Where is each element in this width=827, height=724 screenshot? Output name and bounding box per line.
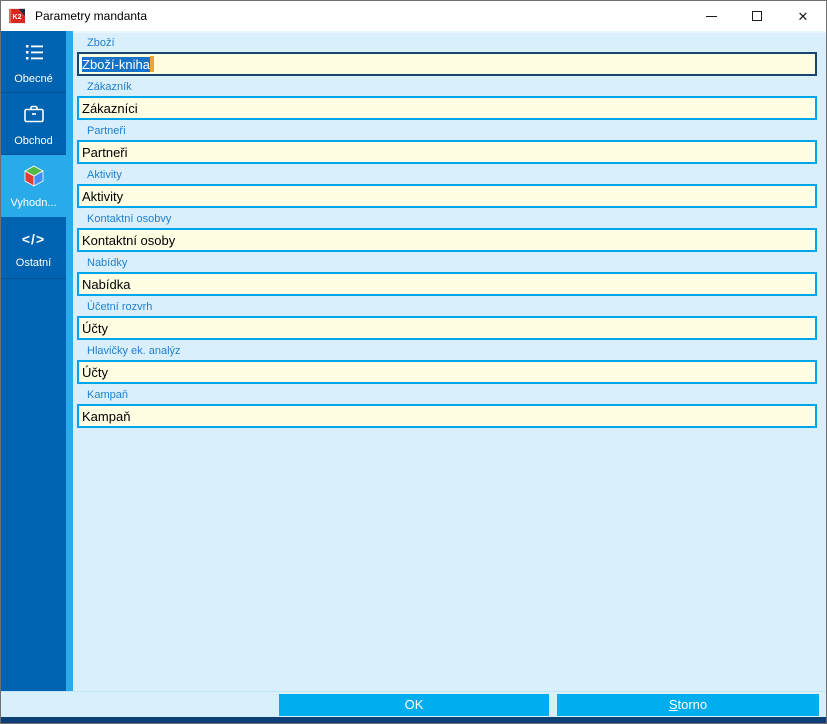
cube-icon <box>21 163 47 192</box>
code-icon: </> <box>21 231 46 247</box>
briefcase-icon <box>21 101 47 130</box>
sidebar: Obecné Obchod Vyhodn... </> Ostatní <box>1 31 66 691</box>
selected-tab-accent-strip <box>66 31 73 691</box>
field-label-zbo: Zboží <box>87 37 115 49</box>
close-button[interactable]: ✕ <box>780 1 826 31</box>
field-input-etn-rozvrh[interactable] <box>77 316 817 340</box>
window-title: Parametry mandanta <box>35 9 148 23</box>
field-group-nab-dky: Nabídky <box>73 257 826 296</box>
field-input-kampa[interactable] <box>77 404 817 428</box>
field-label-nab-dky: Nabídky <box>87 257 128 269</box>
field-group-z-kazn-k: Zákazník <box>73 81 826 120</box>
field-input-kontaktn-osobvy[interactable] <box>77 228 817 252</box>
sidebar-item-ostatn[interactable]: </> Ostatní <box>1 217 66 279</box>
bottom-accent-strip <box>1 717 826 723</box>
window-controls: ✕ <box>688 1 826 31</box>
field-input-aktivity[interactable] <box>77 184 817 208</box>
sidebar-item-obecn[interactable]: Obecné <box>1 31 66 93</box>
sidebar-item-vyhodn[interactable]: Vyhodn... <box>1 155 66 217</box>
selected-text: Zboží-kniha <box>82 56 150 72</box>
title-bar: K2 Parametry mandanta ✕ <box>1 1 826 31</box>
field-group-kontaktn-osobvy: Kontaktní osobvy <box>73 213 826 252</box>
close-icon: ✕ <box>797 8 809 24</box>
field-label-partne-i: Partneři <box>87 125 126 137</box>
field-input-z-kazn-k[interactable] <box>77 96 817 120</box>
field-label-hlavi-ky-ek-anal-z: Hlavičky ek. analýz <box>87 345 181 357</box>
svg-text:K2: K2 <box>13 13 22 21</box>
sidebar-item-label: Ostatní <box>15 257 52 269</box>
form-content: Zboží Zboží-kniha Zákazník Partneři Aktivity… <box>73 31 826 691</box>
field-group-aktivity: Aktivity <box>73 169 826 208</box>
k2-logo-icon: K2 <box>8 8 26 24</box>
dialog-body: Obecné Obchod Vyhodn... </> Ostatní Zboží Zbo… <box>1 31 826 691</box>
field-label-etn-rozvrh: Účetní rozvrh <box>87 301 153 313</box>
sidebar-item-label: Obchod <box>14 134 53 147</box>
maximize-icon <box>752 11 762 21</box>
field-group-zbo: Zboží Zboží-kniha <box>73 37 826 76</box>
field-input-hlavi-ky-ek-anal-z[interactable] <box>77 360 817 384</box>
text-caret <box>149 56 154 72</box>
field-label-kampa: Kampaň <box>87 389 128 401</box>
field-label-aktivity: Aktivity <box>87 169 122 181</box>
minimize-button[interactable] <box>688 1 734 31</box>
field-group-partne-i: Partneři <box>73 125 826 164</box>
minimize-icon <box>705 15 717 17</box>
field-group-etn-rozvrh: Účetní rozvrh <box>73 301 826 340</box>
field-input-zbo[interactable]: Zboží-kniha <box>77 52 817 76</box>
sidebar-item-label: Vyhodn... <box>10 196 57 209</box>
field-input-nab-dky[interactable] <box>77 272 817 296</box>
field-label-kontaktn-osobvy: Kontaktní osobvy <box>87 213 172 225</box>
field-input-partne-i[interactable] <box>77 140 817 164</box>
maximize-button[interactable] <box>734 1 780 31</box>
field-group-kampa: Kampaň <box>73 389 826 428</box>
field-label-z-kazn-k: Zákazník <box>87 81 132 93</box>
sidebar-item-obchod[interactable]: Obchod <box>1 93 66 155</box>
ok-button[interactable]: OK <box>279 693 549 716</box>
sidebar-item-label: Obecné <box>14 72 53 85</box>
field-group-hlavi-ky-ek-anal-z: Hlavičky ek. analýz <box>73 345 826 384</box>
list-icon <box>21 39 47 68</box>
